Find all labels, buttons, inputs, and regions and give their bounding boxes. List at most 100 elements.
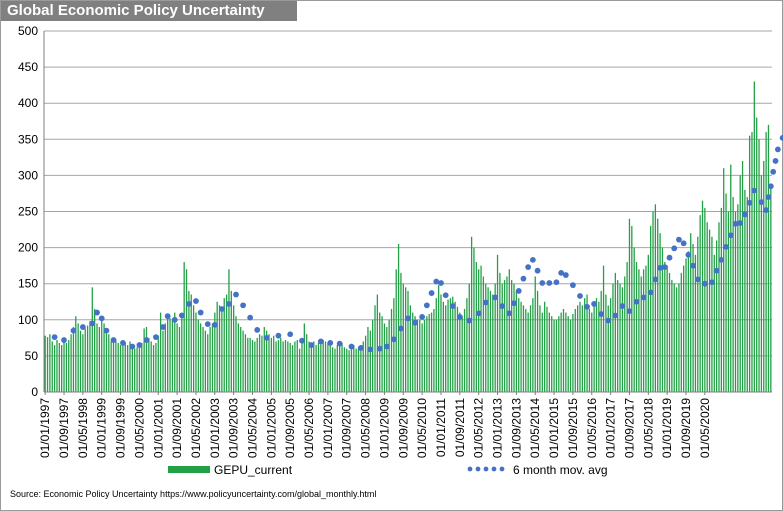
bar	[642, 269, 645, 392]
y-tick-label: 400	[18, 96, 38, 110]
bar	[214, 312, 216, 392]
avg-point	[143, 337, 150, 343]
y-tick-label: 250	[18, 205, 38, 219]
bar	[77, 323, 79, 392]
bar	[53, 345, 56, 392]
avg-point	[348, 343, 355, 350]
x-tick-label: 01/09/2003	[227, 398, 241, 458]
avg-point	[412, 319, 418, 326]
bar	[579, 301, 581, 392]
bar	[364, 335, 367, 392]
bar	[626, 262, 628, 392]
bar	[423, 319, 426, 392]
x-tick-label: 01/01/2005	[264, 398, 278, 458]
bar	[258, 334, 261, 392]
bar	[390, 308, 393, 392]
avg-point	[129, 343, 136, 350]
bar	[159, 312, 162, 392]
bar	[301, 337, 303, 392]
bar	[287, 341, 289, 392]
bar	[44, 335, 46, 392]
bar	[553, 319, 555, 392]
bar	[221, 308, 223, 392]
bar	[289, 342, 291, 392]
bar	[202, 327, 204, 392]
bar	[174, 312, 176, 392]
avg-point	[110, 337, 117, 343]
bar	[730, 164, 732, 392]
bar	[63, 341, 65, 392]
bar	[409, 305, 412, 392]
avg-point	[525, 264, 532, 270]
bar	[447, 299, 449, 392]
y-tick-label: 50	[25, 349, 39, 363]
bar	[141, 342, 143, 392]
avg-point	[640, 294, 647, 301]
x-tick-label: 01/05/2006	[302, 398, 316, 458]
avg-point	[185, 301, 192, 307]
avg-point	[357, 345, 364, 351]
y-tick-label: 100	[18, 313, 38, 327]
bar	[720, 207, 722, 392]
avg-point	[287, 331, 294, 338]
bar	[148, 337, 150, 392]
bar	[280, 337, 282, 392]
bar	[635, 262, 638, 392]
bar	[395, 269, 397, 392]
bar	[621, 287, 624, 392]
bar	[143, 328, 145, 392]
avg-point	[398, 325, 404, 332]
bar	[480, 265, 482, 392]
bar	[419, 319, 421, 392]
bar	[532, 298, 534, 392]
avg-point	[433, 278, 440, 285]
bar	[242, 330, 244, 392]
legend-dot-swatch	[467, 466, 473, 472]
bar	[138, 345, 141, 392]
avg-point	[671, 245, 678, 252]
bar	[534, 276, 536, 392]
bar	[362, 341, 364, 392]
avg-point	[153, 334, 159, 341]
bar	[628, 218, 631, 392]
bar	[237, 323, 240, 392]
avg-point	[515, 288, 522, 294]
bar	[527, 312, 529, 392]
bar	[157, 335, 159, 392]
bar	[136, 347, 138, 392]
avg-point	[558, 269, 565, 276]
bar	[61, 345, 63, 392]
bar	[167, 316, 169, 392]
bar	[452, 296, 454, 392]
y-tick-label: 0	[31, 385, 38, 399]
bar	[624, 276, 626, 392]
bar	[551, 316, 553, 392]
avg-point	[218, 306, 225, 312]
bar	[690, 233, 692, 392]
bar	[595, 298, 598, 392]
bar	[586, 294, 588, 392]
x-tick-label: 01/01/2011	[434, 398, 448, 457]
x-tick-label: 01/09/1997	[57, 398, 71, 458]
bar	[657, 218, 659, 392]
avg-point	[534, 267, 541, 274]
x-tick-label: 01/01/2019	[660, 398, 674, 458]
bar	[741, 160, 744, 392]
bar	[68, 340, 70, 392]
bar	[482, 276, 485, 392]
bar	[247, 337, 249, 392]
x-tick-label: 01/01/2007	[321, 398, 335, 458]
avg-point	[591, 301, 598, 307]
avg-point	[466, 317, 473, 324]
bar	[638, 269, 640, 392]
bar	[619, 283, 621, 392]
bar	[126, 345, 129, 392]
bar	[327, 342, 329, 392]
bar	[765, 132, 767, 392]
avg-point	[619, 303, 626, 309]
bar	[51, 341, 53, 392]
bar	[350, 348, 353, 392]
x-tick-label: 01/05/2016	[585, 398, 599, 458]
y-axis-ticks: 0 50 100 150 200 250 300 350 400 450 500	[18, 24, 38, 399]
avg-point	[442, 292, 449, 299]
